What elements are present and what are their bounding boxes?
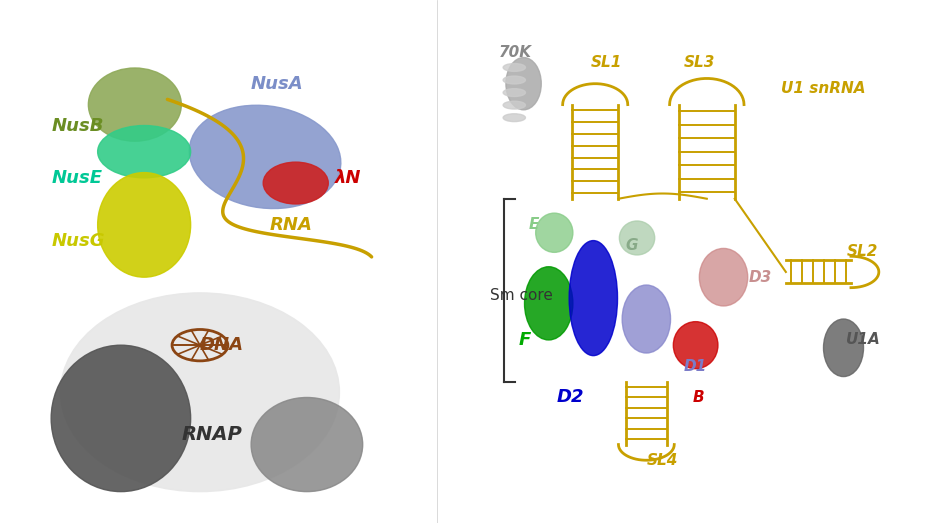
- Ellipse shape: [503, 63, 525, 72]
- Ellipse shape: [503, 101, 525, 109]
- Ellipse shape: [619, 221, 655, 255]
- Text: NusA: NusA: [251, 75, 304, 93]
- Text: G: G: [625, 238, 637, 253]
- Ellipse shape: [673, 322, 718, 369]
- Text: U1A: U1A: [846, 333, 881, 347]
- Text: D2: D2: [556, 389, 584, 406]
- Ellipse shape: [251, 397, 363, 492]
- Text: D3: D3: [749, 270, 772, 285]
- Ellipse shape: [525, 267, 573, 340]
- Ellipse shape: [88, 68, 181, 141]
- Text: D1: D1: [684, 359, 707, 373]
- Text: E: E: [528, 218, 538, 232]
- Ellipse shape: [622, 285, 671, 353]
- Ellipse shape: [98, 173, 191, 277]
- Ellipse shape: [60, 293, 339, 492]
- Text: SL2: SL2: [846, 244, 878, 258]
- Ellipse shape: [51, 345, 191, 492]
- Ellipse shape: [824, 319, 863, 377]
- Text: NusB: NusB: [51, 117, 103, 134]
- Ellipse shape: [506, 58, 541, 110]
- Ellipse shape: [190, 105, 340, 209]
- Ellipse shape: [503, 76, 525, 84]
- Text: F: F: [519, 331, 531, 349]
- Ellipse shape: [503, 114, 525, 122]
- Text: NusE: NusE: [51, 169, 102, 187]
- Ellipse shape: [536, 213, 573, 252]
- Text: SL3: SL3: [684, 55, 715, 70]
- Ellipse shape: [569, 241, 618, 356]
- Text: NusG: NusG: [51, 232, 105, 249]
- Text: B: B: [693, 390, 705, 405]
- Ellipse shape: [699, 248, 748, 306]
- Text: RNA: RNA: [270, 216, 312, 234]
- Ellipse shape: [503, 88, 525, 96]
- Text: RNAP: RNAP: [181, 425, 242, 444]
- Text: Sm core: Sm core: [490, 288, 553, 303]
- Ellipse shape: [98, 126, 191, 178]
- Text: 70K: 70K: [498, 45, 532, 60]
- Text: λN: λN: [335, 169, 361, 187]
- Text: DNA: DNA: [200, 336, 244, 354]
- Text: U1 snRNA: U1 snRNA: [781, 82, 866, 96]
- Text: SL1: SL1: [591, 55, 622, 70]
- Text: SL4: SL4: [646, 453, 678, 468]
- Ellipse shape: [263, 162, 328, 204]
